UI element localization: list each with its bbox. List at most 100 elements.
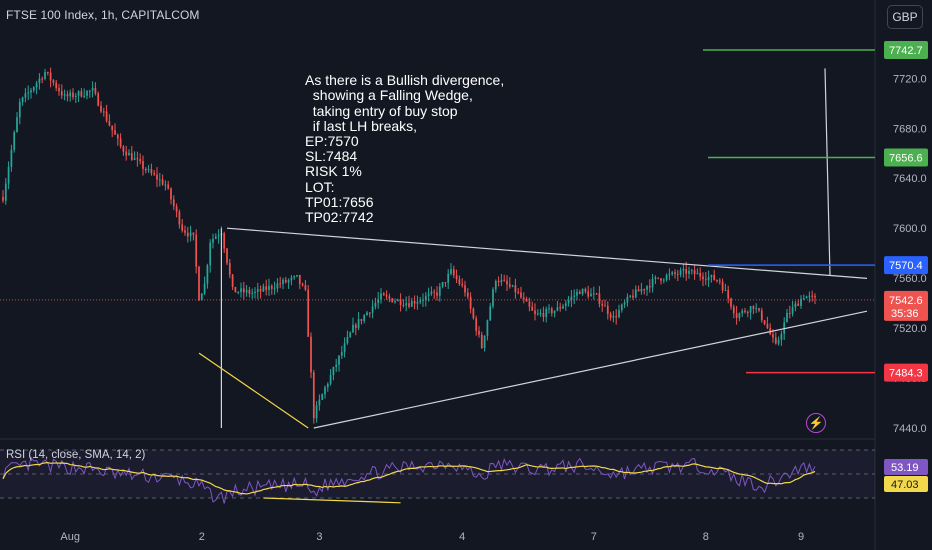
candle-body bbox=[282, 279, 284, 284]
candle-body bbox=[256, 289, 259, 292]
wedge-line bbox=[226, 227, 868, 279]
countdown-label: 35:36 bbox=[891, 308, 919, 320]
candle-body bbox=[758, 308, 760, 311]
candle-body bbox=[296, 274, 298, 277]
candle-body bbox=[738, 313, 741, 318]
candle-body bbox=[564, 303, 567, 307]
candle-body bbox=[231, 274, 234, 287]
candle-body bbox=[10, 149, 13, 168]
candle-body bbox=[147, 169, 150, 171]
candle-body bbox=[671, 272, 674, 275]
candle-body bbox=[682, 268, 685, 271]
candle-body bbox=[46, 72, 49, 74]
candle-body bbox=[360, 319, 363, 321]
candle-body bbox=[368, 312, 371, 314]
candle-body bbox=[234, 286, 237, 293]
candle-body bbox=[142, 161, 144, 169]
candle-body bbox=[388, 296, 391, 299]
candle-body bbox=[702, 276, 704, 280]
currency-button[interactable]: GBP bbox=[887, 5, 923, 29]
candle-body bbox=[752, 306, 755, 309]
rsi-ma-value-bg bbox=[884, 476, 928, 492]
note-line: if last LH breaks, bbox=[305, 117, 418, 134]
candle-body bbox=[727, 290, 730, 299]
candle-body bbox=[52, 80, 55, 83]
candle-body bbox=[735, 313, 738, 318]
candle-body bbox=[763, 320, 766, 325]
candle-body bbox=[178, 211, 181, 225]
level-label: 7484.3 bbox=[889, 368, 923, 380]
candle-body bbox=[312, 372, 315, 419]
candle-body bbox=[242, 288, 245, 293]
candle-body bbox=[528, 301, 531, 307]
candle-body bbox=[570, 296, 573, 300]
candle-body bbox=[749, 306, 752, 313]
candle-body bbox=[766, 324, 769, 329]
candle-body bbox=[262, 286, 265, 292]
time-tick-label: 4 bbox=[459, 531, 465, 543]
note-line: taking entry of buy stop bbox=[305, 102, 458, 119]
candle-body bbox=[730, 298, 732, 307]
note-line: showing a Falling Wedge, bbox=[305, 87, 473, 104]
candle-body bbox=[35, 83, 38, 88]
candle-body bbox=[581, 289, 584, 294]
candle-body bbox=[556, 307, 559, 311]
candle-body bbox=[259, 289, 262, 292]
candle-body bbox=[410, 301, 413, 307]
rsi-line bbox=[2, 456, 816, 504]
candle-body bbox=[595, 293, 598, 295]
candle-body bbox=[310, 336, 312, 373]
candle-body bbox=[55, 82, 58, 88]
level-label-bg bbox=[884, 41, 928, 59]
candle-body bbox=[486, 320, 489, 336]
candle-body bbox=[125, 151, 128, 156]
candle-body bbox=[704, 279, 707, 281]
candle-body bbox=[21, 97, 24, 102]
candle-body bbox=[206, 265, 209, 284]
candle-body bbox=[338, 355, 340, 365]
candle-body bbox=[724, 290, 727, 292]
divergence-line bbox=[198, 352, 309, 429]
candle-body bbox=[150, 169, 153, 174]
price-grid bbox=[0, 0, 876, 550]
candle-body bbox=[315, 405, 318, 419]
candle-body bbox=[716, 280, 718, 282]
rsi-title: RSI (14, close, SMA, 14, 2) bbox=[6, 449, 146, 461]
candle-body bbox=[399, 299, 402, 305]
candle-body bbox=[354, 324, 357, 329]
candle-body bbox=[811, 295, 814, 297]
candle-body bbox=[298, 274, 301, 284]
rsi-ma-line bbox=[2, 462, 816, 495]
candle-body bbox=[483, 335, 486, 348]
candle-body bbox=[307, 289, 310, 337]
candle-body bbox=[402, 304, 405, 306]
candle-body bbox=[198, 266, 200, 301]
candle-body bbox=[287, 280, 290, 283]
candle-body bbox=[539, 313, 542, 315]
candle-body bbox=[74, 95, 77, 98]
bolt-icon[interactable]: ⚡ bbox=[806, 413, 826, 433]
candle-body bbox=[718, 280, 721, 282]
candle-body bbox=[620, 304, 623, 311]
candle-body bbox=[606, 305, 609, 314]
candle-body bbox=[584, 289, 587, 292]
candle-body bbox=[472, 308, 475, 319]
candle-body bbox=[284, 279, 287, 283]
candle-body bbox=[506, 280, 508, 285]
candle-body bbox=[326, 383, 329, 388]
candle-body bbox=[444, 282, 447, 284]
candle-body bbox=[18, 101, 21, 118]
level-label-bg bbox=[884, 256, 928, 275]
candle-body bbox=[158, 179, 161, 181]
candle-body bbox=[707, 276, 710, 281]
candle-body bbox=[623, 302, 626, 305]
candle-body bbox=[604, 305, 606, 307]
candle-body bbox=[119, 138, 122, 147]
candle-body bbox=[559, 307, 562, 309]
candle-body bbox=[237, 291, 240, 293]
candle-body bbox=[382, 293, 385, 296]
candle-body bbox=[13, 132, 16, 150]
time-tick-label: 2 bbox=[199, 531, 205, 543]
candle-body bbox=[424, 295, 427, 300]
